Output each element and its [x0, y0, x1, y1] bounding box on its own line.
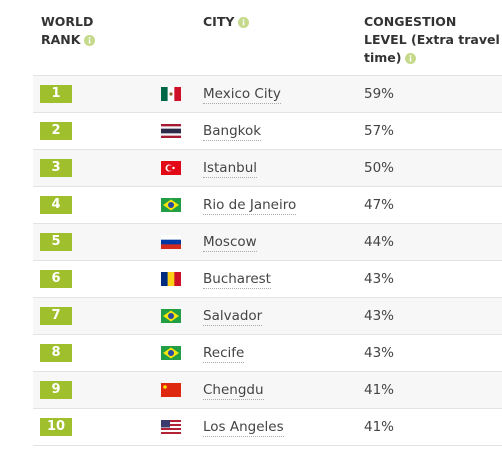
congestion-level: 43%: [364, 308, 395, 324]
country-flag: [161, 161, 181, 175]
rank-badge: 2: [40, 122, 72, 140]
country-flag: [161, 235, 181, 249]
table-row: 5 Moscow 44%: [33, 223, 502, 260]
congestion-level: 43%: [364, 271, 395, 287]
city-link[interactable]: Recife: [203, 345, 245, 363]
congestion-level: 41%: [364, 419, 395, 435]
rank-badge: 10: [40, 418, 72, 436]
rank-badge: 4: [40, 196, 72, 214]
table-row: 4 Rio de Janeiro 47%: [33, 186, 502, 223]
info-icon[interactable]: [84, 35, 96, 46]
congestion-level: 41%: [364, 382, 395, 398]
table-row: 10 Los Angeles 41%: [33, 408, 502, 445]
congestion-level: 44%: [364, 234, 395, 250]
city-link[interactable]: Moscow: [203, 234, 257, 252]
rank-badge: 9: [40, 381, 72, 399]
table-row: 3 Istanbul 50%: [33, 149, 502, 186]
city-link[interactable]: Salvador: [203, 308, 263, 326]
info-icon[interactable]: [238, 17, 250, 28]
table-row: 8 Recife 43%: [33, 334, 502, 371]
table-body: 1 Mexico City 59% 2 Bangkok 57% 3 Istanbul 50% 4 R…: [33, 75, 502, 446]
header-text: CONGESTION LEVEL (Extra travel time): [364, 14, 500, 65]
country-flag: [161, 420, 181, 434]
country-flag: [161, 124, 181, 138]
rank-badge: 5: [40, 233, 72, 251]
header-text: CITY: [203, 14, 235, 29]
city-link[interactable]: Istanbul: [203, 160, 258, 178]
congestion-level: 57%: [364, 123, 395, 139]
city-link[interactable]: Los Angeles: [203, 419, 284, 437]
congestion-level: 47%: [364, 197, 395, 213]
header-congestion: CONGESTION LEVEL (Extra travel time): [364, 13, 502, 67]
rank-badge: 3: [40, 159, 72, 177]
country-flag: [161, 346, 181, 360]
country-flag: [161, 272, 181, 286]
rank-badge: 1: [40, 85, 72, 103]
table-row: 9 Chengdu 41%: [33, 371, 502, 408]
country-flag: [161, 309, 181, 323]
city-link[interactable]: Bangkok: [203, 123, 262, 141]
congestion-level: 59%: [364, 86, 395, 102]
table-row: 7 Salvador 43%: [33, 297, 502, 334]
info-icon[interactable]: [405, 53, 417, 64]
table-row: 2 Bangkok 57%: [33, 112, 502, 149]
country-flag: [161, 87, 181, 101]
header-text: WORLD RANK: [41, 14, 94, 47]
country-flag: [161, 198, 181, 212]
city-link[interactable]: Chengdu: [203, 382, 264, 400]
table-row: 6 Bucharest 43%: [33, 260, 502, 297]
city-link[interactable]: Bucharest: [203, 271, 271, 289]
header-city: CITY: [203, 13, 283, 31]
rank-badge: 7: [40, 307, 72, 325]
country-flag: [161, 383, 181, 397]
table-row: 1 Mexico City 59%: [33, 75, 502, 112]
congestion-level: 50%: [364, 160, 395, 176]
congestion-level: 43%: [364, 345, 395, 361]
header-rank: WORLD RANK: [41, 13, 103, 49]
table-end: [33, 445, 502, 446]
city-link[interactable]: Mexico City: [203, 86, 281, 104]
rank-badge: 6: [40, 270, 72, 288]
rank-badge: 8: [40, 344, 72, 362]
city-link[interactable]: Rio de Janeiro: [203, 197, 297, 215]
